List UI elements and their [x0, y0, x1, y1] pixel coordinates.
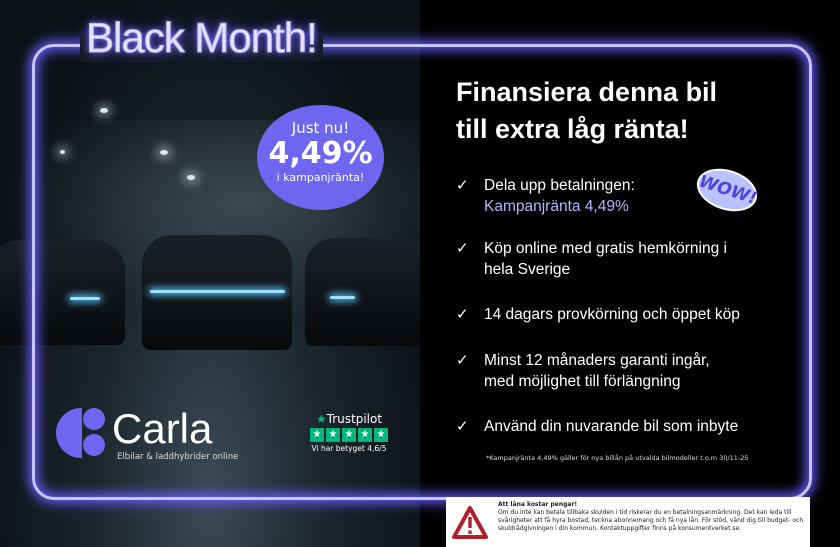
neon-frame — [32, 44, 812, 500]
trustpilot-name: Trustpilot — [326, 412, 383, 426]
feature-item: ✓ Använd din nuvarande bil som inbyte — [456, 416, 738, 437]
check-icon: ✓ — [456, 177, 469, 194]
brand-name: Carla — [112, 405, 213, 452]
badge-rate: 4,49% — [268, 136, 373, 171]
loan-warning: Att låna kostar pengar! Om du inte kan be… — [446, 497, 810, 547]
check-icon: ✓ — [456, 352, 469, 369]
feature-text: Dela upp betalningen: — [484, 177, 635, 194]
brand-tagline: Elbilar & laddhybrider online — [117, 452, 239, 462]
footnote: *Kampanjränta 4,49% gäller för nya billå… — [486, 454, 749, 462]
badge-line3: i kampanjränta! — [276, 171, 365, 184]
feature-item: ✓ Minst 12 månaders garanti ingår, med mö… — [456, 350, 710, 392]
check-icon: ✓ — [456, 418, 469, 435]
star-icon: ★ — [342, 428, 356, 442]
warning-title: Att låna kostar pengar! — [498, 501, 578, 508]
car-photo — [0, 0, 420, 547]
feature-item: ✓ Köp online med gratis hemkörning i hela… — [456, 238, 727, 280]
info-panel — [420, 0, 840, 547]
feature-text: Köp online med gratis hemkörning i — [484, 240, 727, 257]
feature-text: 14 dagars provkörning och öppet köp — [484, 306, 740, 323]
feature-text: Minst 12 månaders garanti ingår, — [484, 352, 710, 369]
campaign-title: Black Month! — [80, 14, 323, 62]
star-icon: ★ — [326, 428, 340, 442]
warning-text: Om du inte kan betala tillbaka skulden i… — [498, 509, 804, 532]
trustpilot-widget: ★Trustpilot ★ ★ ★ ★ ★ Vi har betyget 4,6/5 — [310, 412, 388, 453]
feature-text: hela Sverige — [484, 261, 571, 278]
star-icon: ★ — [310, 428, 324, 442]
feature-text: Använd din nuvarande bil som inbyte — [484, 418, 739, 435]
feature-highlight: Kampanjränta 4,49% — [484, 198, 629, 215]
headline-line2: till extra låg ränta! — [456, 114, 689, 144]
star-icon: ★ — [374, 428, 388, 442]
headline: Finansiera denna bil till extra låg ränt… — [456, 74, 717, 148]
check-icon: ✓ — [456, 240, 469, 257]
warning-icon — [452, 506, 488, 539]
trustpilot-rating: Vi har betyget 4,6/5 — [311, 444, 387, 453]
star-icon: ★ — [358, 428, 372, 442]
carla-logo: Carla — [56, 408, 212, 458]
feature-text: med möjlighet till förlängning — [484, 373, 681, 390]
badge-line1: Just nu! — [291, 119, 350, 137]
feature-item: ✓ 14 dagars provkörning och öppet köp — [456, 304, 740, 325]
headline-line1: Finansiera denna bil — [456, 77, 718, 107]
carla-logo-mark — [56, 408, 106, 458]
rate-badge: Just nu! 4,49% i kampanjränta! — [257, 105, 384, 210]
feature-item: ✓ Dela upp betalningen: Kampanjränta 4,49… — [456, 175, 635, 217]
trustpilot-stars: ★ ★ ★ ★ ★ — [310, 428, 388, 442]
check-icon: ✓ — [456, 306, 469, 323]
trustpilot-star-icon: ★ — [315, 412, 327, 426]
